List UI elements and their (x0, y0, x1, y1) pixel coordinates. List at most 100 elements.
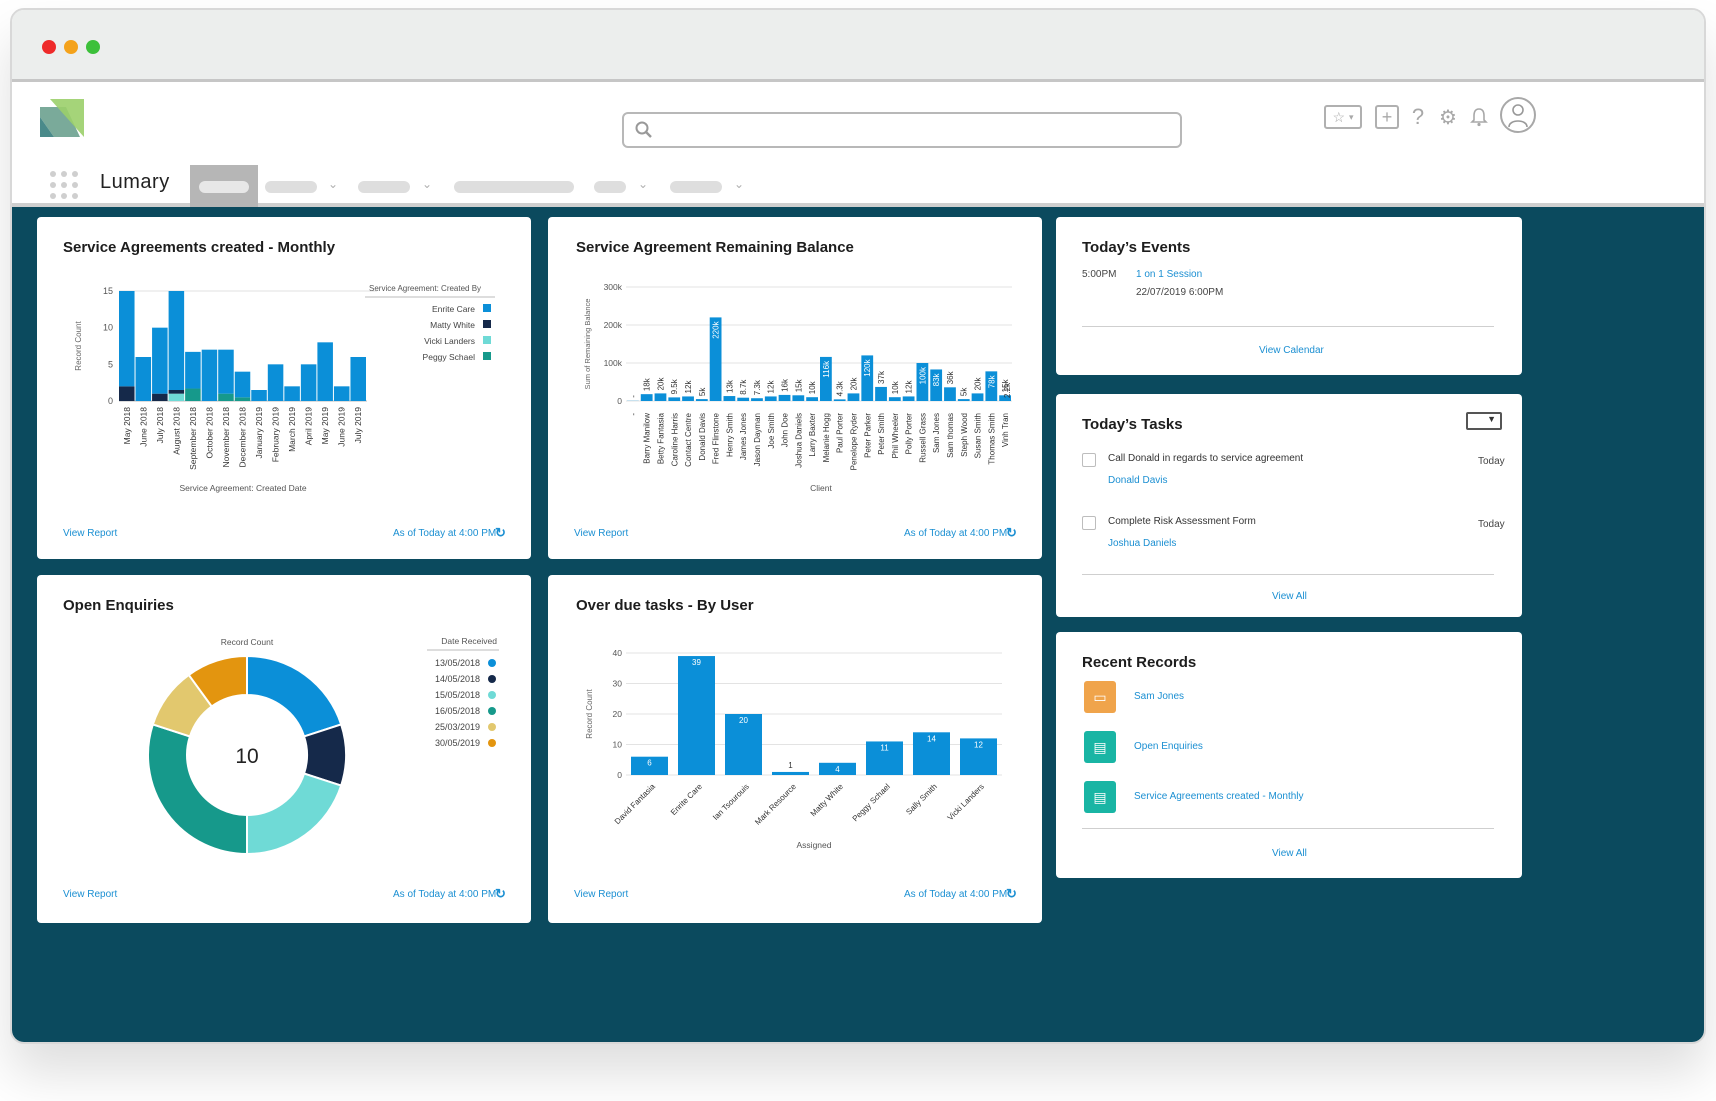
bar (971, 393, 984, 401)
x-tick-label: Contact Centre (684, 412, 693, 466)
recent-record-link[interactable]: Open Enquiries (1134, 741, 1203, 752)
x-tick-label: Paul Porter (836, 413, 845, 453)
bar (913, 732, 950, 775)
notifications-button[interactable] (1467, 105, 1491, 129)
y-tick-label: 0 (108, 396, 113, 406)
question-icon: ? (1411, 104, 1425, 129)
nav-tab-5[interactable] (594, 181, 626, 193)
bar-value-label: - (629, 395, 638, 398)
app-launcher-icon[interactable] (50, 171, 78, 199)
minimize-window-button[interactable] (64, 40, 78, 54)
x-tick-label: Caroline Harris (670, 413, 679, 466)
chevron-down-icon[interactable]: ⌄ (328, 177, 339, 191)
tasks-filter-dropdown[interactable]: ▼ (1466, 412, 1502, 430)
bell-icon (1470, 108, 1488, 127)
x-tick-label: March 2019 (287, 407, 297, 452)
view-all-tasks-link[interactable]: View All (1272, 591, 1307, 602)
view-report-link[interactable]: View Report (63, 528, 118, 539)
refresh-icon[interactable]: ↻ (1006, 886, 1017, 901)
x-tick-label: Joe Smith (767, 413, 776, 449)
bar-value-label: 100k (918, 366, 927, 384)
task-due: Today (1478, 456, 1505, 467)
bar-value-label: 15k (1001, 378, 1010, 392)
new-item-button[interactable]: + (1375, 105, 1399, 129)
lumary-logo-icon[interactable] (40, 99, 88, 147)
bar (930, 369, 943, 401)
bar-value-label: 39 (692, 658, 701, 667)
card-title: Open Enquiries (63, 597, 174, 614)
bar-value-label: 5k (960, 387, 969, 396)
avatar-icon (1508, 104, 1528, 128)
y-tick-label: 30 (613, 679, 623, 689)
bar-segment (119, 291, 135, 387)
bar-value-label: 20k (974, 377, 983, 391)
view-calendar-link[interactable]: View Calendar (1259, 345, 1324, 356)
event-datetime: 22/07/2019 6:00PM (1136, 287, 1224, 298)
bar-segment (218, 393, 234, 401)
bar (654, 393, 667, 401)
nav-tab-2[interactable] (265, 181, 317, 193)
bar-value-label: 12k (767, 380, 776, 394)
view-report-link[interactable]: View Report (574, 889, 629, 900)
x-tick-label: Sam Jones (932, 413, 941, 453)
refresh-icon[interactable]: ↻ (495, 886, 506, 901)
nav-tab-6[interactable] (670, 181, 722, 193)
card-title: Today’s Tasks (1082, 416, 1183, 433)
help-button[interactable]: ? (1406, 104, 1430, 129)
x-tick-label: James Jones (739, 413, 748, 460)
task-due: Today (1478, 519, 1505, 530)
view-all-records-link[interactable]: View All (1272, 848, 1307, 859)
legend-label: Peggy Schael (423, 352, 476, 362)
nav-tab-4[interactable] (454, 181, 574, 193)
bar (888, 397, 901, 401)
search-input[interactable] (622, 112, 1182, 148)
bar-segment (317, 342, 333, 401)
favorites-button[interactable]: ☆ ▾ (1324, 105, 1362, 129)
legend-label: 16/05/2018 (435, 706, 480, 716)
bar (957, 399, 970, 401)
bar (751, 398, 763, 401)
x-tick-label: Russell Grass (918, 413, 927, 463)
bar-segment (185, 351, 201, 389)
recent-record-link[interactable]: Service Agreements created - Monthly (1134, 791, 1304, 802)
bar (985, 371, 998, 401)
recent-record-link[interactable]: Sam Jones (1134, 691, 1185, 702)
bar-value-label: 16k (781, 378, 790, 392)
task-checkbox[interactable] (1082, 453, 1096, 467)
settings-button[interactable]: ⚙ (1436, 105, 1460, 129)
nav-tab-3[interactable] (358, 181, 410, 193)
x-tick-label: Steph Wood (960, 413, 969, 457)
bar-segment (152, 393, 168, 401)
event-name-link[interactable]: 1 on 1 Session (1136, 269, 1203, 280)
nav-tab-home[interactable] (190, 165, 258, 207)
refresh-icon[interactable]: ↻ (1006, 525, 1017, 540)
maximize-window-button[interactable] (86, 40, 100, 54)
card-title: Service Agreement Remaining Balance (576, 239, 854, 256)
view-report-link[interactable]: View Report (574, 528, 629, 539)
legend-label: 25/03/2019 (435, 722, 480, 732)
divider (1082, 828, 1494, 829)
card-title: Recent Records (1082, 654, 1197, 671)
x-tick-label: - (629, 413, 638, 416)
legend-label: Enrite Care (432, 304, 475, 314)
chevron-down-icon[interactable]: ⌄ (422, 177, 433, 191)
chevron-down-icon[interactable]: ⌄ (638, 177, 649, 191)
bar (861, 355, 874, 401)
view-report-link[interactable]: View Report (63, 889, 118, 900)
recent-records-card: Recent Records ▭ Sam Jones ▤ Open Enquir… (1056, 632, 1522, 878)
bar-value-label: 78k (987, 374, 996, 388)
legend-swatch (488, 659, 496, 667)
legend-swatch (483, 320, 491, 328)
task-person-link[interactable]: Donald Davis (1108, 475, 1168, 486)
task-person-link[interactable]: Joshua Daniels (1108, 538, 1177, 549)
bar-value-label: 10k (891, 380, 900, 394)
bar-value-label: 20 (739, 716, 748, 725)
close-window-button[interactable] (42, 40, 56, 54)
task-checkbox[interactable] (1082, 516, 1096, 530)
legend-swatch (483, 304, 491, 312)
user-avatar-button[interactable] (1500, 97, 1536, 133)
bar (631, 756, 668, 775)
bar-value-label: 6 (647, 759, 652, 768)
refresh-icon[interactable]: ↻ (495, 525, 506, 540)
chevron-down-icon[interactable]: ⌄ (734, 177, 745, 191)
